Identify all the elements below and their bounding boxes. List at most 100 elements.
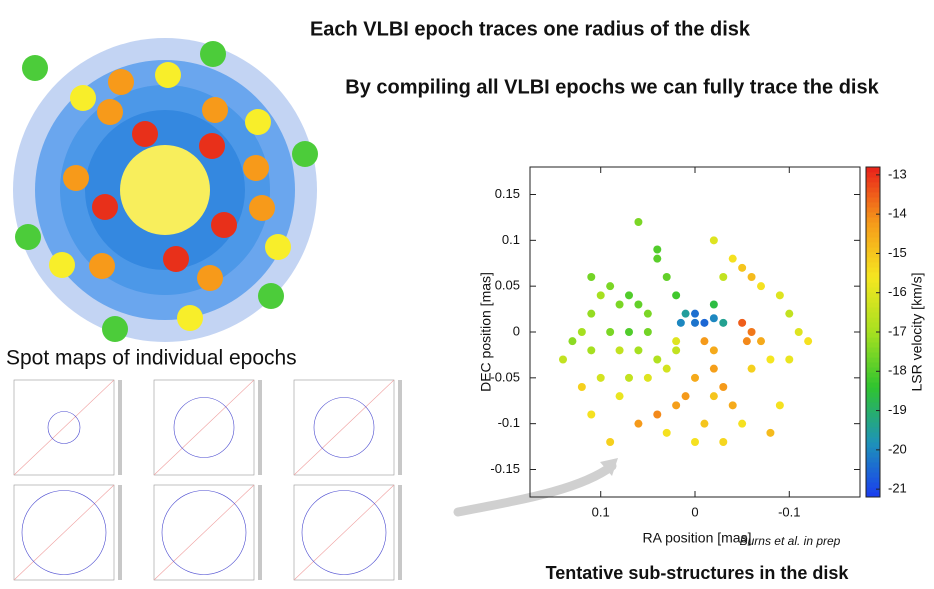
colorbar-segment (866, 217, 880, 223)
point (700, 419, 709, 428)
point (625, 291, 633, 300)
point (775, 401, 784, 410)
disk-dot (243, 155, 269, 181)
point (766, 428, 775, 437)
disk-dot (49, 252, 75, 278)
colorbar-segment (866, 457, 880, 463)
disk-dot (211, 212, 237, 238)
point (587, 346, 596, 355)
point (676, 318, 685, 327)
colorbar-segment (866, 192, 880, 198)
colorbar-segment (866, 487, 880, 493)
colorbar-segment (866, 297, 880, 303)
disk-dot (155, 62, 181, 88)
colorbar-segment (866, 417, 880, 423)
point (643, 373, 652, 382)
colorbar-segment (866, 257, 880, 263)
point (587, 410, 596, 419)
thumb-circle (47, 411, 81, 444)
headline: Each VLBI epoch traces one radius of the… (310, 18, 751, 40)
colorbar-segment (866, 492, 880, 498)
colorbar-segment (866, 377, 880, 383)
point (577, 383, 586, 391)
disk-dot (258, 283, 284, 309)
colorbar-segment (866, 327, 880, 333)
colorbar-tick-label: -18 (888, 363, 907, 378)
colorbar-segment (866, 402, 880, 408)
disk-dot (70, 85, 96, 111)
thumb-colorbar (118, 485, 122, 580)
colorbar-segment (866, 387, 880, 393)
colorbar-segment (866, 307, 880, 313)
point (709, 314, 718, 323)
point (709, 346, 718, 355)
disk-dot (22, 55, 48, 81)
colorbar-segment (866, 302, 880, 308)
disk-dot (102, 316, 128, 342)
colorbar-segment (866, 347, 880, 353)
colorbar-segment (866, 177, 880, 183)
y-tick-label: 0.1 (502, 232, 520, 247)
thumb-diagonal (153, 484, 255, 581)
arrow (453, 461, 617, 517)
thumb-colorbar (398, 380, 402, 475)
colorbar-segment (866, 437, 880, 443)
y-tick-label: 0.05 (495, 278, 520, 293)
point (719, 383, 728, 391)
point (577, 328, 586, 336)
y-tick-label: -0.05 (490, 369, 520, 384)
point (606, 438, 615, 446)
point (785, 309, 794, 318)
colorbar-segment (866, 472, 880, 478)
point (785, 355, 794, 364)
colorbar-segment (866, 202, 880, 208)
colorbar-segment (866, 357, 880, 363)
point (700, 318, 709, 327)
point (691, 373, 699, 382)
point (653, 355, 662, 364)
colorbar-segment (866, 322, 880, 328)
disk-dot (245, 109, 271, 135)
point (653, 410, 662, 419)
point (681, 309, 690, 318)
colorbar-segment (866, 317, 880, 323)
colorbar-segment (866, 172, 880, 178)
colorbar-segment (866, 252, 880, 258)
colorbar-segment (866, 432, 880, 438)
point (738, 419, 747, 428)
point (709, 364, 718, 373)
caption: Tentative sub-structures in the disk (546, 563, 850, 583)
thumb-diagonal (153, 379, 255, 476)
colorbar-segment (866, 197, 880, 203)
point (757, 337, 765, 346)
colorbar-segment (866, 482, 880, 488)
colorbar-label: LSR velocity [km/s] (909, 272, 925, 391)
point (719, 273, 728, 281)
disk-dot (200, 41, 226, 67)
colorbar-tick-label: -14 (888, 206, 907, 221)
colorbar-tick-label: -21 (888, 481, 907, 496)
colorbar-segment (866, 242, 880, 248)
colorbar-segment (866, 382, 880, 388)
thumb-colorbar (258, 485, 262, 580)
colorbar-segment (866, 337, 880, 343)
point (709, 300, 718, 309)
point (615, 392, 624, 401)
point (700, 337, 709, 346)
point (662, 428, 671, 437)
y-tick-label: -0.15 (490, 461, 520, 476)
point (738, 263, 747, 272)
credit: Burns et al. in prep (740, 534, 841, 548)
point (672, 401, 681, 410)
colorbar-segment (866, 427, 880, 433)
point (672, 337, 681, 346)
point (691, 438, 699, 446)
point (709, 236, 718, 245)
arrow-head (600, 458, 618, 476)
thumb-diagonal (293, 379, 395, 476)
colorbar-tick-label: -16 (888, 284, 907, 299)
point (719, 438, 728, 446)
thumb-diagonal (293, 484, 395, 581)
point (804, 337, 813, 346)
